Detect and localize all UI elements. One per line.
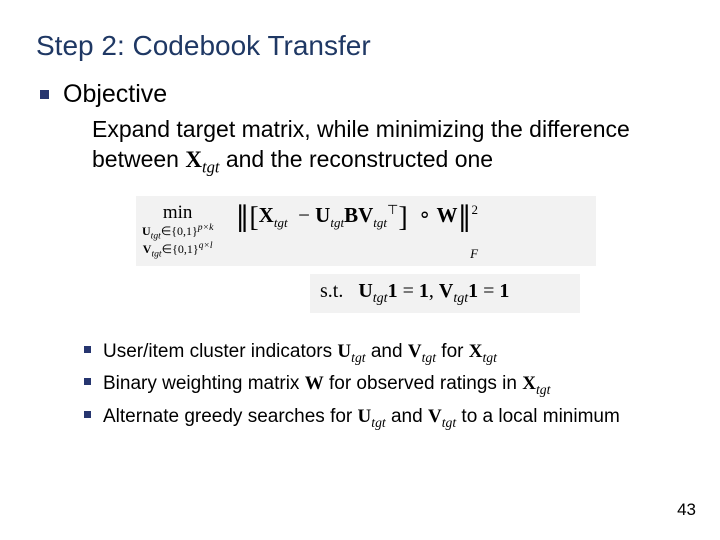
page-number: 43 — [677, 500, 696, 520]
min-operator: min Utgt∈{0,1}p×k Vtgt∈{0,1}q×l — [142, 203, 213, 260]
square-bullet-icon — [84, 378, 91, 385]
subscript-tgt: tgt — [202, 157, 219, 176]
square-bullet-icon — [84, 411, 91, 418]
objective-label: Objective — [63, 80, 167, 109]
min-cond2: Vtgt∈{0,1}q×l — [143, 241, 213, 259]
list-item: Binary weighting matrix W for observed r… — [84, 371, 684, 399]
body-suffix: and the reconstructed one — [219, 146, 493, 172]
min-cond1: Utgt∈{0,1}p×k — [142, 223, 213, 241]
body-text: Expand target matrix, while minimizing t… — [92, 115, 684, 178]
min-label: min — [163, 203, 193, 223]
bullet2-text-3: Alternate greedy searches for Utgt and V… — [103, 404, 620, 432]
list-item: Alternate greedy searches for Utgt and V… — [84, 404, 684, 432]
bullet2-text-2: Binary weighting matrix W for observed r… — [103, 371, 550, 399]
frobenius-norm: ∥[Xtgt − UtgtBVtgt⊤] ∘ W∥2F — [235, 200, 478, 262]
bullet2-text-1: User/item cluster indicators Utgt and Vt… — [103, 339, 497, 367]
bullet-objective: Objective — [40, 80, 684, 109]
slide-title: Step 2: Codebook Transfer — [36, 30, 684, 62]
square-bullet-icon — [84, 346, 91, 353]
formula-constraint: s.t. Utgt1 = 1, Vtgt1 = 1 — [310, 274, 580, 313]
list-item: User/item cluster indicators Utgt and Vt… — [84, 339, 684, 367]
formula-block: min Utgt∈{0,1}p×k Vtgt∈{0,1}q×l ∥[Xtgt −… — [136, 196, 684, 313]
symbol-x: X — [185, 147, 202, 172]
formula-main: min Utgt∈{0,1}p×k Vtgt∈{0,1}q×l ∥[Xtgt −… — [136, 196, 596, 266]
square-bullet-icon — [40, 90, 49, 99]
